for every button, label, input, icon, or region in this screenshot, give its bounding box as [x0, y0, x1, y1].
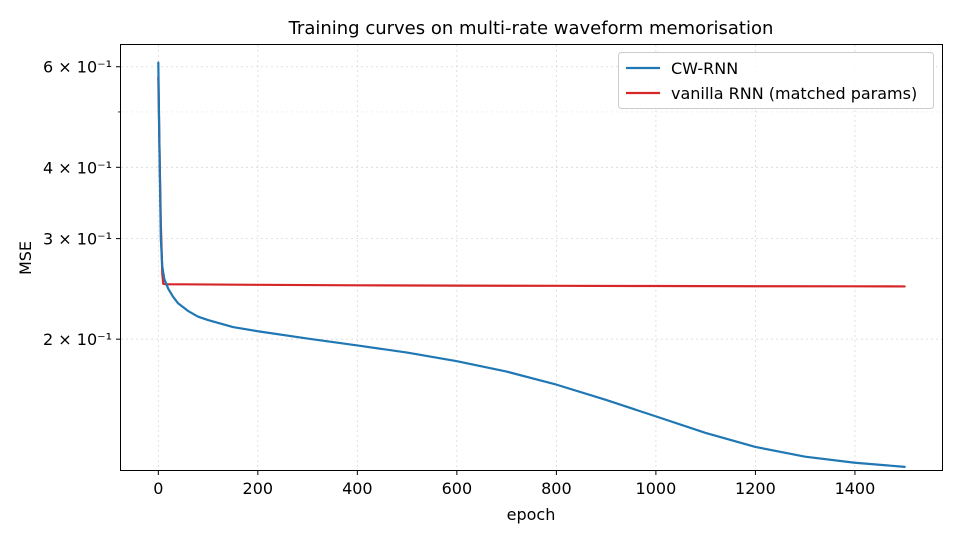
chart-title: Training curves on multi-rate waveform m… — [288, 18, 774, 39]
y-tick-label: 3 × 10⁻¹ — [43, 230, 112, 249]
legend-label-vanilla-rnn: vanilla RNN (matched params) — [671, 84, 917, 103]
plot-frame — [120, 44, 943, 471]
x-tick-label: 1200 — [735, 479, 776, 498]
legend-label-cw-rnn: CW-RNN — [671, 59, 738, 78]
x-tick-label: 600 — [442, 479, 473, 498]
legend-box — [618, 52, 934, 109]
y-tick-label: 4 × 10⁻¹ — [43, 158, 112, 177]
series-line-cw-rnn — [157, 61, 906, 468]
plot-area — [157, 61, 906, 468]
y-tick-label: 2 × 10⁻¹ — [43, 330, 112, 349]
x-tick-label: 0 — [153, 479, 163, 498]
y-tick-label: 6 × 10⁻¹ — [43, 58, 112, 77]
x-tick-label: 200 — [243, 479, 274, 498]
legend: CW-RNN vanilla RNN (matched params) — [618, 52, 934, 109]
axis-ticks: 0 200 400 600 800 1000 1200 1400 2 × 10⁻¹ 3 × 10⁻… — [43, 58, 875, 498]
x-tick-label: 400 — [342, 479, 373, 498]
x-tick-label: 1000 — [636, 479, 677, 498]
x-tick-label: 800 — [541, 479, 572, 498]
x-tick-label: 1400 — [835, 479, 876, 498]
x-axis-label: epoch — [507, 505, 556, 524]
y-axis-label: MSE — [16, 241, 35, 275]
